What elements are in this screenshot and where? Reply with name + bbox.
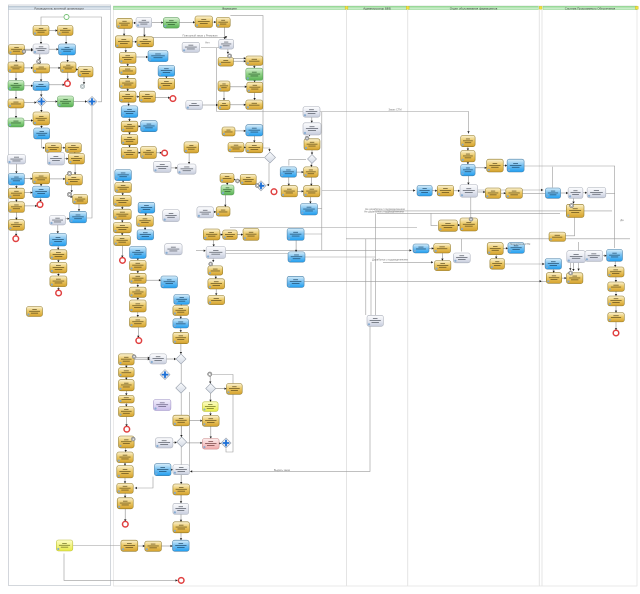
svg-text:Администратор БФБ: Администратор БФБ [363,7,391,11]
svg-text:Выдать заказ: Выдать заказ [274,468,291,472]
svg-text:Доработка с подразделением: Доработка с подразделением [372,257,408,261]
svg-text:Система Программного Обеспечен: Система Программного Обеспечения [565,7,616,11]
svg-text:Не доработка с подразделением: Не доработка с подразделением [364,210,404,214]
svg-text:Повторный заказ с Резервом: Повторный заказ с Резервом [183,33,218,37]
svg-text:Фармацевт: Фармацевт [222,7,238,11]
svg-text:Нет: Нет [205,41,210,45]
svg-text:Не доработка с подразделением: Не доработка с подразделением [365,207,405,211]
svg-text:Заказ СТМ: Заказ СТМ [388,107,401,111]
svg-text:Отдел обслуживания фармацевтов: Отдел обслуживания фармацевтов [450,7,498,11]
svg-text:Руководитель аптечной организа: Руководитель аптечной организации [34,6,84,10]
svg-text:Да: Да [620,218,624,222]
svg-text:Подработка СТМ: Подработка СТМ [510,242,531,246]
